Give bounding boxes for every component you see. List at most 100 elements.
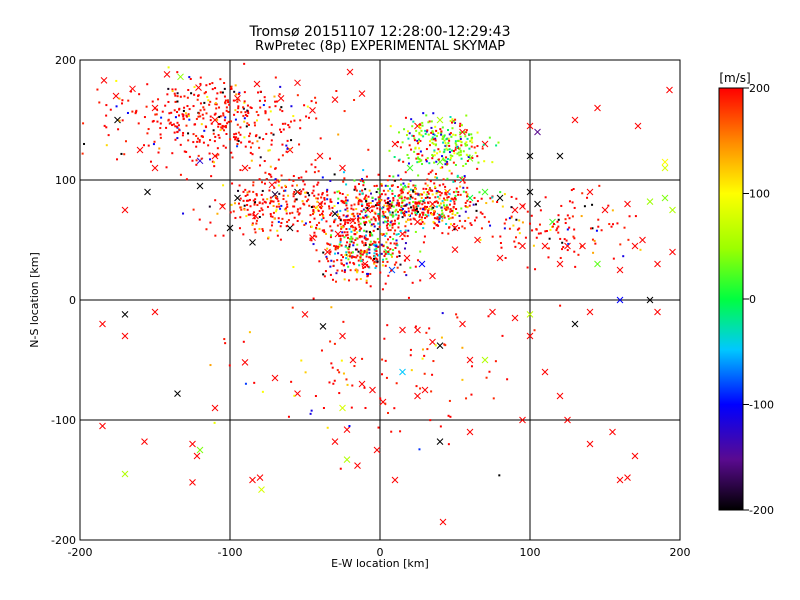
data-point-dot: [394, 179, 397, 182]
data-point-dot: [376, 258, 379, 261]
data-point-dot: [406, 192, 409, 195]
data-point-dot: [440, 133, 443, 136]
data-point-dot: [446, 160, 449, 163]
data-point-dot: [336, 259, 339, 262]
data-point-dot: [345, 215, 348, 218]
data-point-dot: [351, 218, 354, 221]
data-point-dot: [432, 142, 435, 145]
data-point-dot: [461, 176, 464, 179]
data-point-dot: [248, 190, 251, 193]
data-point-dot: [273, 217, 276, 220]
data-point-x: [271, 374, 279, 382]
data-point-x: [399, 326, 406, 334]
data-point-dot: [367, 215, 370, 218]
data-point-dot: [451, 216, 454, 219]
data-point-dot: [353, 188, 356, 191]
data-point-dot: [417, 193, 420, 196]
data-point-x: [624, 200, 631, 208]
data-point-dot: [214, 102, 217, 105]
data-point-x: [481, 188, 489, 196]
data-point-dot: [338, 392, 341, 395]
data-point-dot: [357, 220, 360, 223]
data-point-dot: [363, 221, 366, 224]
data-point-dot: [262, 104, 265, 107]
data-point-dot: [436, 152, 439, 155]
data-point-x: [564, 416, 571, 424]
data-point-dot: [326, 198, 329, 201]
data-point-dot: [487, 315, 490, 318]
data-point-dot: [291, 211, 294, 214]
data-point-dot: [439, 202, 442, 205]
data-point-dot: [339, 219, 342, 222]
data-point-dot: [346, 383, 349, 386]
data-point-dot: [393, 242, 396, 245]
data-point-dot: [383, 337, 386, 340]
data-point-dot: [377, 222, 380, 225]
data-point-dot: [623, 226, 626, 229]
data-point-dot: [438, 150, 441, 153]
data-point-dot: [304, 371, 307, 374]
data-point-x: [193, 452, 201, 460]
data-point-dot: [454, 194, 457, 197]
data-point-dot: [391, 189, 394, 192]
data-point-dot: [485, 202, 488, 205]
data-point-dot: [300, 176, 303, 179]
data-point-dot: [278, 179, 281, 182]
data-point-dot: [216, 212, 219, 215]
data-point-dot: [547, 247, 550, 250]
data-point-dot: [567, 242, 570, 245]
data-point-dot: [439, 128, 442, 131]
data-point-dot: [189, 78, 192, 81]
data-point-dot: [416, 192, 419, 195]
grid-lines: [80, 60, 680, 540]
data-point-dot: [401, 191, 404, 194]
data-point-x: [174, 390, 181, 397]
data-point-x: [241, 164, 249, 172]
data-point-dot: [404, 116, 407, 119]
data-point-dot: [390, 269, 393, 272]
data-point-dot: [255, 193, 258, 196]
data-point-dot: [234, 138, 237, 141]
data-point-dot: [465, 141, 468, 144]
data-point-dot: [454, 142, 457, 145]
data-point-dot: [206, 95, 209, 98]
data-point-dot: [178, 128, 181, 131]
data-point-dot: [429, 180, 432, 183]
data-point-dot: [370, 232, 373, 235]
data-point-dot: [416, 157, 419, 160]
data-point-dot: [450, 172, 453, 175]
data-point-dot: [568, 200, 571, 203]
data-point-dot: [287, 194, 290, 197]
data-point-dot: [441, 135, 444, 138]
data-point-dot: [176, 95, 179, 98]
data-point-dot: [157, 151, 160, 154]
data-point-dot: [293, 200, 296, 203]
data-point-dot: [352, 255, 355, 258]
data-point-dot: [214, 135, 217, 138]
data-point-x: [466, 428, 474, 436]
data-point-dot: [223, 125, 226, 128]
data-point-x: [258, 486, 265, 493]
data-point-dot: [417, 205, 420, 208]
data-point-dot: [377, 188, 380, 191]
data-point-dot: [389, 229, 392, 232]
data-point-dot: [382, 206, 385, 209]
data-point-dot: [534, 268, 537, 271]
data-point-dot: [446, 148, 449, 151]
data-point-dot: [397, 217, 400, 220]
data-point-dot: [275, 205, 278, 208]
data-point-dot: [147, 144, 150, 147]
y-tick-label: 200: [55, 54, 76, 67]
data-point-x: [436, 116, 444, 124]
data-point-dot: [311, 192, 314, 195]
data-point-dot: [398, 131, 401, 134]
data-point-x: [249, 476, 256, 484]
data-point-dot: [420, 218, 423, 221]
data-point-dot: [510, 216, 513, 219]
data-point-dot: [355, 227, 358, 230]
data-point-dot: [400, 192, 403, 195]
data-point-dot: [268, 149, 271, 152]
data-point-x: [616, 476, 624, 484]
data-point-dot: [475, 209, 478, 212]
data-point-dot: [452, 198, 455, 201]
